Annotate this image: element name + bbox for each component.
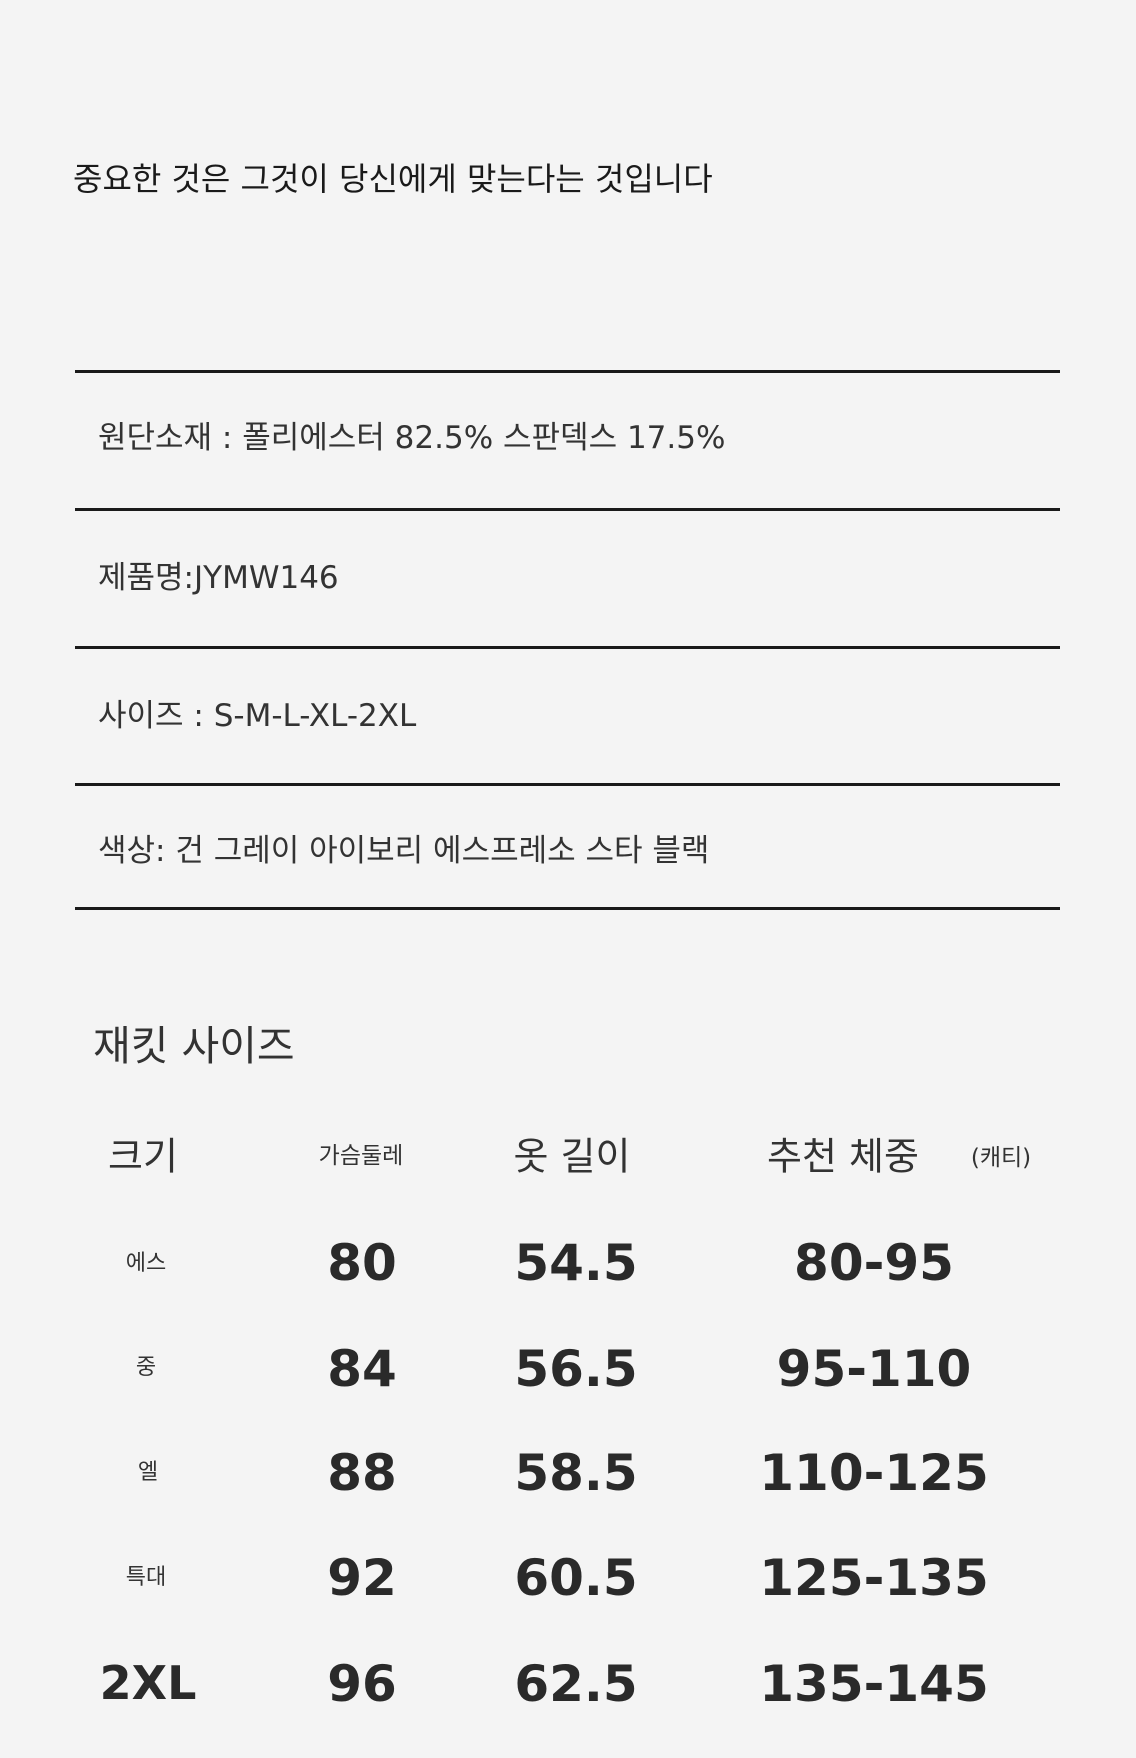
- divider: [75, 646, 1060, 649]
- row-weight: 125-135: [759, 1549, 989, 1607]
- row-size: 중: [135, 1355, 157, 1380]
- row-length: 58.5: [514, 1444, 638, 1502]
- headline: 중요한 것은 그것이 당신에게 맞는다는 것입니다: [73, 160, 713, 198]
- row-weight: 135-145: [759, 1655, 989, 1713]
- divider: [75, 907, 1060, 910]
- row-size: 에스: [125, 1251, 167, 1276]
- row-chest: 80: [327, 1234, 397, 1292]
- size-table-title: 재킷 사이즈: [93, 1022, 295, 1070]
- row-weight: 110-125: [759, 1444, 989, 1502]
- row-chest: 96: [327, 1655, 397, 1713]
- row-weight: 95-110: [776, 1340, 972, 1398]
- row-size: 2XL: [99, 1656, 197, 1710]
- spec-sizes: 사이즈 : S-M-L-XL-2XL: [98, 698, 417, 734]
- header-weight-unit: (캐티): [970, 1145, 1032, 1171]
- spec-product-name: 제품명:JYMW146: [98, 560, 339, 596]
- divider: [75, 783, 1060, 786]
- header-length: 옷 길이: [513, 1134, 631, 1179]
- row-length: 62.5: [514, 1655, 638, 1713]
- divider: [75, 370, 1060, 373]
- row-chest: 92: [327, 1549, 397, 1607]
- spec-colors: 색상: 건 그레이 아이보리 에스프레소 스타 블랙: [98, 833, 710, 869]
- spec-material: 원단소재 : 폴리에스터 82.5% 스판덱스 17.5%: [98, 420, 726, 456]
- header-chest: 가슴둘레: [318, 1143, 404, 1169]
- row-weight: 80-95: [794, 1234, 954, 1292]
- row-length: 56.5: [514, 1340, 638, 1398]
- row-length: 60.5: [514, 1549, 638, 1607]
- header-size: 크기: [108, 1134, 178, 1179]
- header-weight: 추천 체중: [767, 1134, 919, 1179]
- row-length: 54.5: [514, 1234, 638, 1292]
- row-chest: 84: [327, 1340, 397, 1398]
- row-size: 엘: [137, 1460, 159, 1485]
- row-chest: 88: [327, 1444, 397, 1502]
- row-size: 특대: [125, 1565, 167, 1590]
- divider: [75, 508, 1060, 511]
